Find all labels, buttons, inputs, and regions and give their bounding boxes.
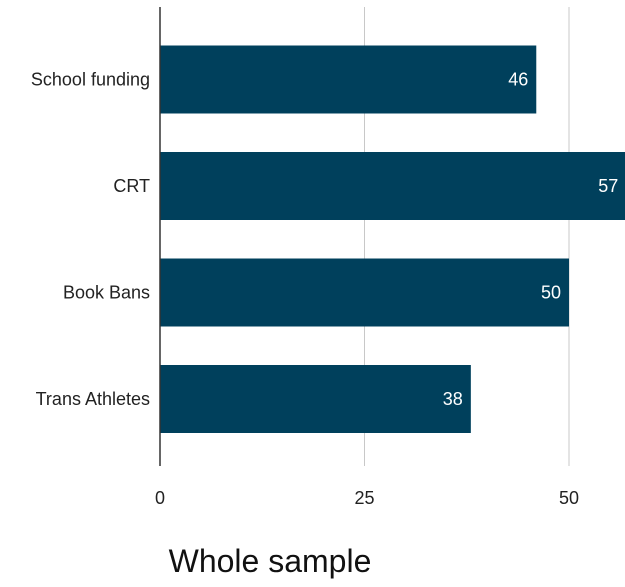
- bar-crt: [160, 152, 625, 220]
- data-label: 50: [541, 283, 561, 303]
- data-label: 38: [443, 389, 463, 409]
- x-tick-label: 25: [354, 488, 374, 508]
- category-label: Book Bans: [63, 283, 150, 303]
- chart-title: Whole sample: [169, 543, 372, 579]
- bar-trans-athletes: [160, 365, 471, 433]
- category-label: CRT: [113, 176, 150, 196]
- x-tick-label: 0: [155, 488, 165, 508]
- category-label: School funding: [31, 70, 150, 90]
- bar-school-funding: [160, 45, 537, 114]
- category-labels: School funding CRT Book Bans Trans Athletes: [31, 70, 150, 410]
- data-label: 57: [598, 176, 618, 196]
- x-axis-tick-labels: 0 25 50: [155, 488, 579, 508]
- data-label: 46: [508, 70, 528, 90]
- category-label: Trans Athletes: [36, 389, 150, 409]
- x-tick-label: 50: [559, 488, 579, 508]
- bars: 46 57 50 38: [160, 45, 625, 433]
- bar-book-bans: [160, 258, 569, 327]
